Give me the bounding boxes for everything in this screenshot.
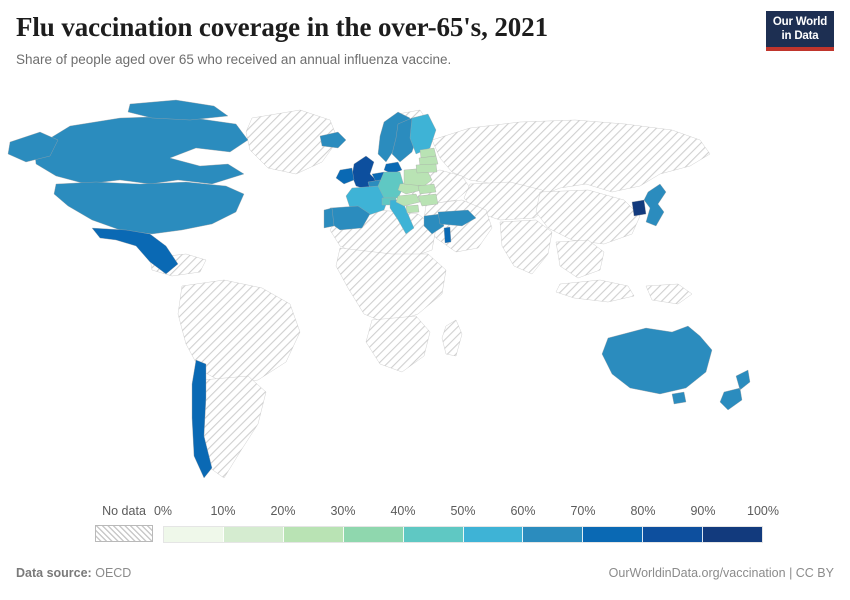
region-madagascar	[441, 319, 463, 357]
country-alaska	[7, 131, 59, 163]
legend-nodata-swatch	[95, 524, 153, 542]
legend-bin-1[interactable]	[164, 527, 224, 542]
country-portugal	[323, 207, 335, 229]
country-ireland	[335, 167, 355, 185]
country-tasmania	[671, 391, 687, 405]
chart-footer: Data source: OECD OurWorldinData.org/vac…	[16, 566, 834, 586]
chart-header: Flu vaccination coverage in the over-65'…	[16, 12, 834, 69]
legend-tick-labels: 0% 10% 20% 30% 40% 50% 60% 70% 80% 90% 100%	[154, 504, 779, 519]
region-papua	[645, 283, 693, 305]
legend-nodata-group[interactable]: No data	[95, 505, 153, 542]
legend-bin-5[interactable]	[403, 527, 464, 542]
country-slovenia	[405, 204, 420, 214]
legend-tick-70pct: 70%	[570, 504, 596, 518]
owid-logo-line1: Our World	[772, 16, 828, 28]
legend-bin-6[interactable]	[463, 527, 524, 542]
region-south-asia	[499, 219, 553, 275]
legend-tick-90pct: 90%	[690, 504, 716, 518]
country-slovakia	[417, 183, 437, 195]
owid-logo[interactable]: Our World in Data	[766, 11, 834, 52]
country-mexico	[91, 227, 179, 275]
country-hungary	[417, 193, 439, 207]
region-china	[535, 189, 641, 245]
country-lithuania	[415, 163, 438, 174]
legend-bin-8[interactable]	[583, 527, 644, 542]
legend-bin-4[interactable]	[343, 527, 404, 542]
map-valued-regions[interactable]	[7, 99, 751, 479]
country-latvia	[418, 155, 439, 167]
country-canada	[33, 115, 249, 185]
legend-scale-group[interactable]: 0% 10% 20% 30% 40% 50% 60% 70% 80% 90% 100%	[154, 504, 779, 543]
region-central-africa	[335, 247, 447, 325]
footer-attribution[interactable]: OurWorldinData.org/vaccination | CC BY	[608, 566, 834, 580]
legend-tick-30pct: 30%	[330, 504, 356, 518]
page-title: Flu vaccination coverage in the over-65'…	[16, 12, 548, 42]
region-greenland	[245, 109, 339, 175]
country-canada-arctic	[127, 99, 229, 121]
region-southern-africa	[365, 315, 431, 373]
region-indonesia	[555, 279, 635, 303]
world-map-svg[interactable]	[0, 88, 850, 488]
country-japan	[643, 183, 667, 227]
legend-tick-60pct: 60%	[510, 504, 536, 518]
legend-tick-0pct: 0%	[153, 504, 173, 518]
legend-tick-100pct: 100%	[747, 504, 779, 518]
page-subtitle: Share of people aged over 65 who receive…	[16, 52, 452, 68]
footer-source-label: Data source:	[16, 566, 92, 580]
legend-nodata-label: No data	[102, 504, 146, 518]
map-legend: No data 0% 10% 20% 30% 40% 50% 60% 70% 80% 90% 100…	[0, 505, 850, 553]
region-south-america-north	[177, 279, 301, 385]
legend-tick-20pct: 20%	[270, 504, 296, 518]
legend-tick-40pct: 40%	[390, 504, 416, 518]
legend-color-bar[interactable]	[163, 526, 763, 543]
country-austria	[395, 193, 421, 207]
legend-bin-2[interactable]	[223, 527, 284, 542]
country-finland	[409, 113, 437, 155]
country-israel	[443, 226, 452, 244]
footer-source: Data source: OECD	[16, 566, 131, 580]
country-chile	[191, 359, 213, 479]
legend-tick-10pct: 10%	[210, 504, 236, 518]
legend-bin-3[interactable]	[283, 527, 344, 542]
legend-bin-10[interactable]	[703, 527, 763, 542]
legend-bin-9[interactable]	[643, 527, 704, 542]
footer-source-value: OECD	[95, 566, 132, 580]
country-australia	[601, 325, 713, 395]
country-united-states	[53, 181, 245, 235]
country-iceland	[319, 131, 347, 149]
legend-tick-80pct: 80%	[630, 504, 656, 518]
country-south-korea	[631, 199, 647, 217]
region-southeast-asia	[555, 239, 605, 279]
country-new-zealand	[719, 369, 751, 411]
owid-logo-line2: in Data	[781, 29, 819, 42]
legend-bin-7[interactable]	[523, 527, 584, 542]
country-turkey	[437, 209, 477, 227]
legend-tick-50pct: 50%	[450, 504, 476, 518]
world-choropleth-map[interactable]	[0, 88, 850, 488]
region-russia	[431, 119, 711, 197]
